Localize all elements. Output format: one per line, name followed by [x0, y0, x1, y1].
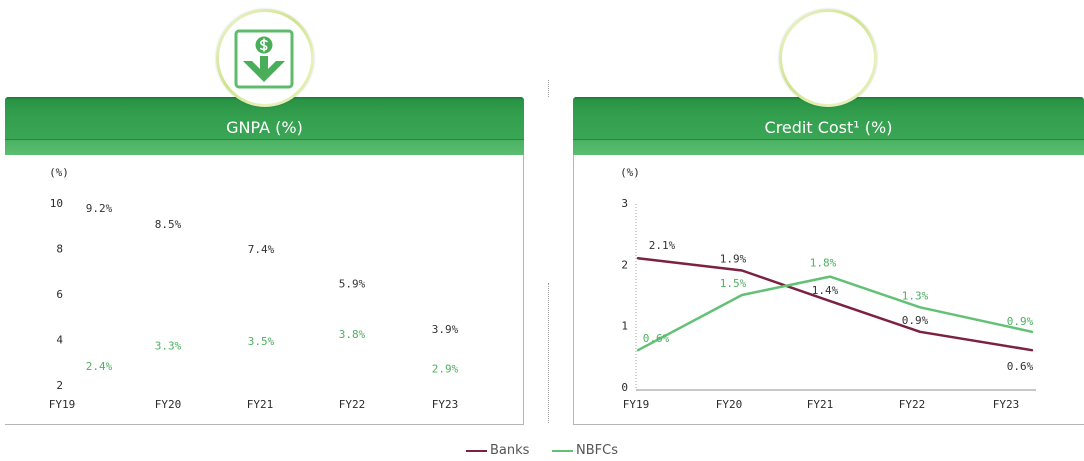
gnpa-nbfcs-data-label: 3.3% [155, 339, 182, 352]
credit-cost-chart-frame [573, 155, 1084, 425]
banks-legend-label: Banks [490, 443, 530, 458]
gnpa-banks-data-label: 5.9% [339, 277, 366, 290]
gnpa-nbfcs-data-label: 2.9% [432, 363, 459, 376]
gnpa-banks-data-label: 8.5% [155, 218, 182, 231]
credit-cost-x-tick-label: FY21 [807, 398, 834, 411]
gnpa-banks-data-label: 7.4% [248, 243, 275, 256]
gnpa-nbfcs-data-label: 3.5% [248, 335, 275, 348]
panel-divider [548, 80, 549, 97]
gnpa-x-tick-label: FY22 [339, 398, 366, 411]
gnpa-banks-data-label: 9.2% [86, 202, 113, 215]
credit-cost-x-tick-label: FY20 [716, 398, 743, 411]
dollar-sign-mark [260, 38, 268, 52]
credit-cost-banks-data-label: 0.6% [1007, 360, 1034, 373]
credit-cost-banks-data-label: 0.9% [902, 314, 929, 327]
gnpa-y-unit-label: (%) [49, 166, 69, 179]
gnpa-chart-frame [5, 155, 524, 425]
gnpa-banks-data-label: 3.9% [432, 323, 459, 336]
nbfcs-legend-label: NBFCs [576, 443, 618, 458]
credit-cost-nbfcs-data-label: 0.6% [643, 332, 670, 345]
credit-cost-badge [779, 9, 877, 107]
credit-cost-x-tick-label: FY23 [993, 398, 1020, 411]
credit-cost-y-tick-label: 0 [621, 381, 628, 394]
gnpa-y-tick-label: 2 [56, 379, 63, 392]
gnpa-x-tick-label: FY21 [247, 398, 274, 411]
credit-cost-y-tick-label: 1 [621, 320, 628, 333]
dollar-down-arrow-icon [234, 29, 294, 89]
credit-cost-banks-data-label: 1.9% [720, 253, 747, 266]
credit-cost-y-tick-label: 3 [621, 197, 628, 210]
credit-cost-y-tick-label: 2 [621, 258, 628, 271]
credit-cost-banks-line [636, 256, 1034, 352]
down-arrow [243, 56, 285, 82]
nbfcs-legend-swatch [552, 450, 573, 452]
header-divider-line [573, 139, 1084, 140]
credit-cost-chart: (%) 3 2 1 0 FY19 FY20 FY21 FY22 FY23 2.1% 1.9% 1.4% 0… [620, 166, 1036, 411]
gnpa-x-tick-label: FY23 [432, 398, 459, 411]
credit-cost-nbfcs-data-label: 1.3% [902, 289, 929, 302]
credit-cost-x-tick-label: FY22 [899, 398, 926, 411]
credit-cost-y-unit-label: (%) [620, 166, 640, 179]
credit-cost-banks-data-label: 1.4% [812, 284, 839, 297]
badge-circle [782, 12, 874, 104]
credit-cost-nbfcs-data-label: 1.8% [810, 257, 837, 270]
gnpa-nbfcs-data-label: 3.8% [339, 328, 366, 341]
gnpa-nbfcs-data-label: 2.4% [86, 360, 113, 373]
banks-legend-swatch [466, 450, 487, 452]
credit-cost-banks-data-label: 2.1% [649, 239, 676, 252]
credit-cost-nbfcs-line [636, 275, 1034, 352]
gnpa-x-tick-label: FY19 [49, 398, 76, 411]
gnpa-chart: (%) 10 8 6 4 2 FY19 FY20 FY21 FY22 FY23 9.2% 8.5% 7.4… [49, 166, 459, 411]
header-divider-line [5, 139, 524, 140]
credit-cost-x-tick-label: FY19 [623, 398, 650, 411]
credit-cost-nbfcs-data-label: 1.5% [720, 277, 747, 290]
gnpa-badge [216, 9, 314, 107]
credit-cost-nbfcs-data-label: 0.9% [1007, 315, 1034, 328]
gnpa-y-tick-label: 4 [56, 334, 63, 347]
gnpa-x-tick-label: FY20 [155, 398, 182, 411]
credit-cost-title: Credit Cost¹ (%) [764, 118, 893, 137]
gnpa-y-tick-label: 8 [56, 243, 63, 256]
gnpa-y-tick-label: 6 [56, 288, 63, 301]
gnpa-title: GNPA (%) [226, 118, 303, 137]
panel-divider [548, 283, 549, 423]
gnpa-y-tick-label: 10 [50, 197, 63, 210]
